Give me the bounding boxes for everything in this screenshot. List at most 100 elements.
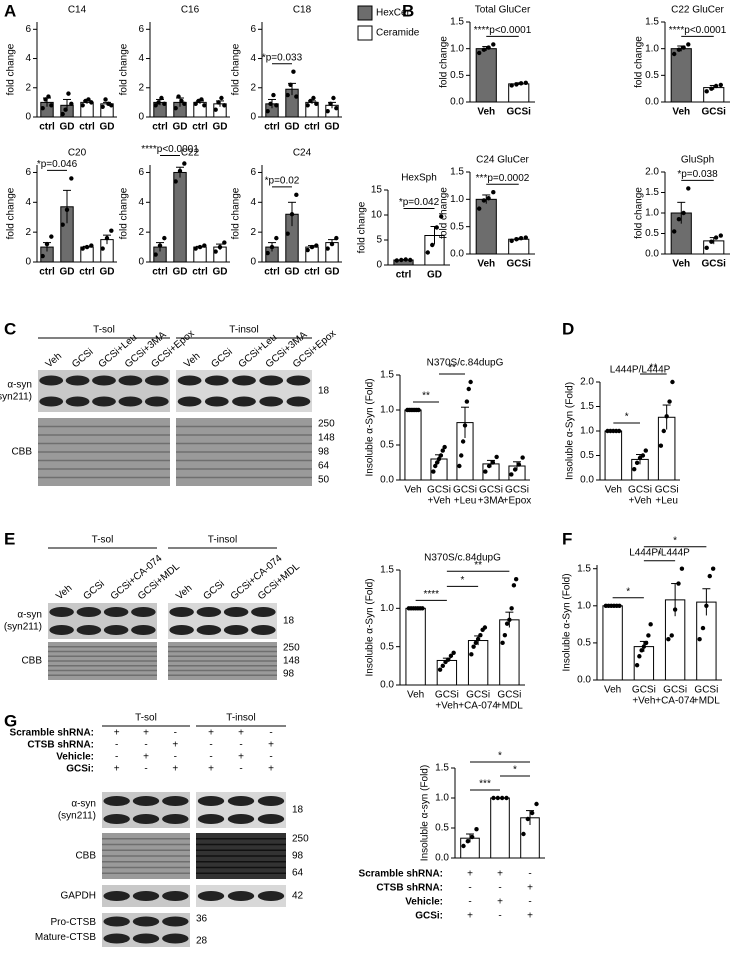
data-point (182, 161, 187, 166)
data-point (509, 606, 514, 611)
significance-label: ***p=0.0002 (476, 173, 530, 184)
x-tick-label: GCSi (497, 690, 521, 701)
data-point (89, 100, 94, 105)
data-point (442, 444, 447, 450)
x-tick-label: GD (427, 270, 442, 281)
x-tick-label: ctrl (264, 267, 280, 278)
data-point (676, 47, 682, 52)
y-tick-label: 15 (371, 185, 383, 196)
data-point (681, 45, 686, 50)
condition-sign: - (468, 883, 471, 894)
data-point (213, 107, 218, 112)
y-tick-label: 0 (376, 260, 382, 271)
x-tick-label: Veh (605, 485, 622, 496)
y-axis-label: fold change (6, 43, 17, 95)
data-point (669, 633, 674, 638)
data-point (434, 460, 440, 465)
data-point (713, 83, 719, 89)
y-tick-label: 1.5 (645, 17, 659, 28)
data-point (334, 106, 339, 111)
chart-title: C14 (68, 5, 87, 16)
data-point (511, 583, 517, 588)
data-point (193, 101, 198, 107)
condition-sign: - (468, 897, 471, 908)
blot-band (286, 396, 311, 407)
condition-sign: - (498, 883, 501, 894)
data-point (504, 795, 509, 801)
data-point (509, 472, 514, 477)
significance-label: * (626, 586, 630, 597)
x-tick-label: GCSi (694, 685, 718, 696)
blot-band (144, 375, 169, 386)
bar (467, 640, 489, 686)
x-tick-label: GD (213, 122, 228, 133)
significance-label: * (461, 575, 465, 586)
blot-band (162, 796, 189, 806)
condition-sign: - (115, 752, 118, 763)
significance-label: * (658, 549, 662, 560)
x-tick-label: GD (285, 267, 300, 278)
data-point (509, 238, 514, 244)
blot-group-label: T-insol (229, 325, 258, 336)
data-point (481, 198, 487, 203)
x-tick-label: GD (173, 122, 188, 133)
data-point (534, 801, 539, 807)
significance-label: * (673, 535, 677, 546)
data-point (709, 239, 714, 244)
y-tick-label: 2 (25, 82, 31, 93)
bar (405, 607, 426, 686)
bar (173, 171, 187, 263)
blot-band (251, 607, 276, 617)
condition-sign: - (174, 728, 177, 739)
lane-label: GCSi (81, 579, 106, 603)
blot-band (131, 607, 156, 617)
condition-sign: - (144, 764, 147, 775)
significance-label: ****p<0.0001 (474, 25, 532, 36)
y-tick-label: 6 (25, 24, 31, 35)
x-tick-label: GCSi (507, 259, 532, 270)
mw-marker: 250 (283, 643, 300, 654)
data-point (513, 577, 519, 582)
data-point (325, 108, 330, 114)
data-point (465, 839, 471, 844)
data-point (309, 244, 315, 250)
data-point (329, 241, 335, 247)
bar (670, 48, 692, 103)
y-tick-label: 1.5 (450, 167, 464, 178)
chart-title: C20 (68, 148, 87, 159)
data-point (40, 253, 45, 259)
blot-band (132, 916, 160, 927)
y-tick-label: 0 (138, 112, 144, 123)
y-tick-label: 2.0 (580, 377, 594, 388)
data-point (440, 663, 446, 669)
significance-label: *p=0.042 (399, 197, 440, 208)
x-tick-label: GCSi (507, 107, 532, 118)
y-tick-label: 1.0 (435, 793, 449, 804)
data-point (269, 244, 275, 250)
y-axis-label: Insoluble α-Syn (Fold) (365, 578, 376, 676)
legend-label: HexCer (376, 8, 411, 19)
condition-sign: + (238, 752, 244, 763)
data-point (504, 621, 510, 626)
x-tick-label: +CA-074 (655, 696, 695, 707)
y-tick-label: 4 (250, 197, 256, 208)
data-point (177, 168, 183, 174)
y-tick-label: 5 (376, 235, 382, 246)
data-point (403, 257, 408, 262)
panel-letter: E (4, 529, 15, 548)
y-axis-label: fold change (231, 187, 242, 239)
chart-title: C22 GluCer (671, 5, 724, 16)
x-tick-label: GCSi (479, 485, 503, 496)
y-tick-label: 1.0 (380, 405, 394, 416)
condition-sign: - (209, 740, 212, 751)
chart-title: C24 (293, 148, 312, 159)
bar (602, 605, 623, 681)
x-tick-label: +MDL (693, 696, 720, 707)
significance-label: *p=0.033 (262, 52, 303, 63)
blot-row-label: α-syn (7, 380, 32, 391)
y-tick-label: 4 (25, 197, 31, 208)
data-point (718, 233, 724, 238)
y-tick-label: 10 (371, 210, 383, 221)
condition-sign: - (115, 740, 118, 751)
data-point (60, 111, 65, 117)
